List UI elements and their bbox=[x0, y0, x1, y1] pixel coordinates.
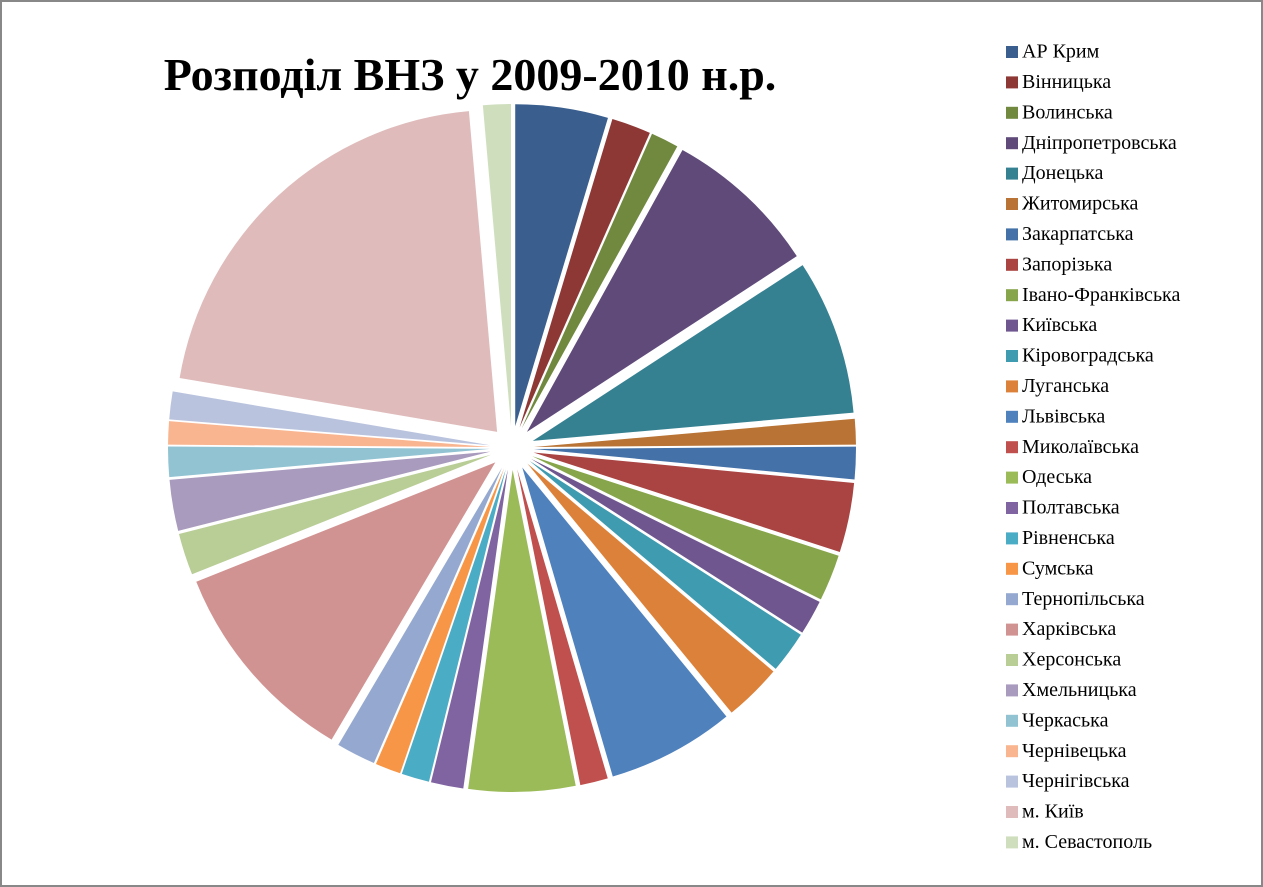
legend-label: Вінницька bbox=[1022, 71, 1111, 93]
pie-slice bbox=[430, 469, 508, 789]
pie-slice bbox=[521, 133, 678, 429]
pie-slice bbox=[375, 468, 505, 774]
legend-label: Львівська bbox=[1022, 405, 1105, 427]
legend-swatch bbox=[1006, 745, 1018, 758]
legend-swatch bbox=[1006, 441, 1018, 454]
legend-swatch bbox=[1006, 836, 1018, 849]
pie-slice bbox=[533, 446, 856, 480]
legend-swatch bbox=[1006, 350, 1018, 362]
legend-swatch bbox=[1006, 593, 1018, 606]
pie-slice bbox=[169, 451, 491, 531]
legend-label: Хмельницька bbox=[1022, 679, 1137, 701]
legend-label: Закарпатська bbox=[1022, 223, 1134, 245]
legend-label: Чернігівська bbox=[1022, 770, 1130, 792]
pie-slice bbox=[533, 452, 855, 552]
legend-label: Рівненська bbox=[1022, 527, 1115, 549]
legend-label: АР Крим bbox=[1022, 41, 1100, 63]
pie-slice bbox=[468, 469, 576, 792]
legend-swatch bbox=[1006, 806, 1018, 818]
pie-slice bbox=[196, 462, 496, 740]
legend-swatch bbox=[1006, 502, 1018, 514]
legend-swatch bbox=[1006, 471, 1018, 484]
legend-swatch bbox=[1006, 228, 1018, 241]
pie-slice bbox=[519, 119, 650, 428]
legend-swatch bbox=[1006, 410, 1018, 423]
legend-swatch bbox=[1006, 775, 1018, 788]
pie-slice bbox=[178, 454, 492, 575]
chart-title: Розподіл ВНЗ у 2009-2010 н.р. bbox=[164, 49, 777, 100]
legend-swatch bbox=[1006, 562, 1018, 575]
legend-label: Івано-Франківська bbox=[1022, 284, 1180, 306]
legend-swatch bbox=[1006, 289, 1018, 302]
legend-label: Полтавська bbox=[1022, 497, 1120, 519]
legend-label: Тернопільська bbox=[1022, 588, 1145, 610]
legend-swatch bbox=[1006, 380, 1018, 393]
legend-label: Запорізька bbox=[1022, 253, 1112, 275]
pie-slice bbox=[526, 149, 797, 432]
legend-swatch bbox=[1006, 137, 1018, 150]
legend-swatch bbox=[1006, 106, 1018, 119]
pie-slice bbox=[482, 104, 512, 427]
pie-slice bbox=[532, 456, 839, 600]
legend-label: Луганська bbox=[1022, 375, 1109, 397]
legend-label: Миколаївська bbox=[1022, 436, 1139, 458]
legend-swatch bbox=[1006, 684, 1018, 697]
pie-slice bbox=[515, 104, 608, 427]
legend-label: Чернівецька bbox=[1022, 740, 1127, 762]
legend-label: Житомирська bbox=[1022, 193, 1138, 215]
pie-slice bbox=[531, 458, 820, 633]
pie-slice bbox=[168, 446, 491, 478]
legend-swatch bbox=[1006, 623, 1018, 636]
legend-label: Волинська bbox=[1022, 101, 1113, 123]
legend-swatch bbox=[1006, 198, 1018, 210]
pie-slice bbox=[527, 463, 774, 713]
legend-swatch bbox=[1006, 532, 1018, 545]
pie-slice bbox=[168, 421, 491, 448]
legend-swatch bbox=[1006, 258, 1018, 271]
legend-swatch bbox=[1006, 46, 1018, 58]
pie-slice bbox=[522, 467, 727, 777]
legend-label: Сумська bbox=[1022, 557, 1094, 579]
legend-label: м. Київ bbox=[1022, 801, 1084, 823]
pie-slice bbox=[532, 265, 854, 441]
pie-slice bbox=[179, 111, 498, 432]
pie-slice bbox=[517, 469, 608, 786]
legend-swatch bbox=[1006, 76, 1018, 89]
legend-swatch bbox=[1006, 167, 1018, 180]
pie-slice bbox=[169, 391, 491, 446]
legend-label: м. Севастополь bbox=[1022, 831, 1152, 853]
legend-label: Одеська bbox=[1022, 466, 1092, 488]
legend-swatch bbox=[1006, 714, 1018, 727]
legend-label: Дніпропетровська bbox=[1022, 132, 1177, 154]
legend-label: Донецька bbox=[1022, 162, 1103, 184]
pie-slice bbox=[533, 418, 856, 447]
legend-label: Черкаська bbox=[1022, 709, 1109, 731]
legend-label: Харківська bbox=[1022, 618, 1116, 640]
legend-label: Київська bbox=[1022, 314, 1097, 336]
legend-label: Херсонська bbox=[1022, 649, 1121, 671]
legend-swatch bbox=[1006, 654, 1018, 666]
pie-slice bbox=[338, 467, 503, 764]
pie-slice bbox=[401, 469, 506, 782]
pie-slice bbox=[529, 461, 801, 669]
legend-label: Кіровоградська bbox=[1022, 345, 1154, 367]
legend-swatch bbox=[1006, 319, 1018, 332]
